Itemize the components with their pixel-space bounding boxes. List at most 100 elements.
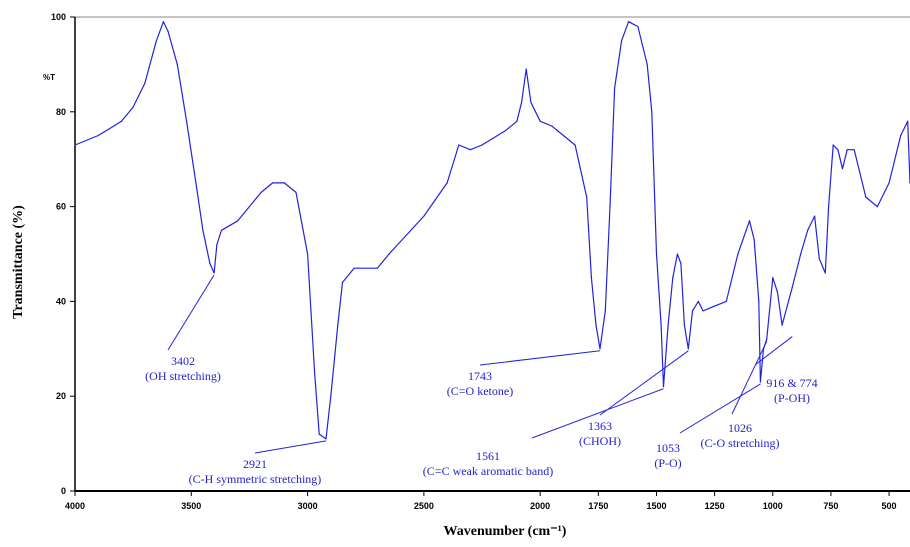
x-tick-label: 1500	[646, 501, 666, 511]
spectrum-point	[837, 149, 839, 151]
annotation-label: (C-O stretching)	[701, 436, 780, 450]
annotation-leader	[599, 350, 689, 416]
spectrum-point	[888, 182, 890, 184]
spectrum-point	[539, 120, 541, 122]
spectrum-point	[562, 134, 565, 137]
spectrum-point	[260, 191, 262, 193]
y-tick-label: 80	[56, 107, 66, 117]
x-axis-title: Wavenumber (cm⁻¹)	[444, 524, 567, 539]
spectrum-point	[306, 253, 309, 255]
spectrum-point	[341, 281, 344, 284]
spectrum-point	[272, 182, 274, 184]
x-tick-label: 3000	[298, 501, 318, 511]
annotation-label: (P-O)	[654, 456, 681, 470]
y-axis-title: Transmittance (%)	[11, 205, 26, 319]
spectrum-point	[144, 82, 146, 84]
spectrum-point	[516, 120, 518, 122]
spectrum-point	[376, 267, 378, 269]
spectrum-point	[772, 277, 774, 279]
spectrum-point	[781, 324, 783, 326]
spectrum-point	[525, 68, 527, 70]
spectrum-point	[687, 348, 689, 350]
spectrum-point	[691, 310, 694, 312]
annotation-leader	[754, 336, 793, 366]
annotation-label: 1561	[476, 449, 500, 463]
spectrum-point	[832, 144, 834, 146]
spectrum-point	[313, 371, 316, 374]
annotation-label: 1743	[468, 369, 492, 383]
y-tick-label: 100	[51, 12, 66, 22]
spectrum-point	[697, 300, 699, 302]
spectrum-point	[609, 206, 611, 208]
spectrum-point	[662, 386, 665, 388]
spectrum-point	[620, 40, 623, 42]
spectrum-point	[900, 134, 902, 137]
x-axis-title-text: Wavenumber (cm⁻¹)	[444, 524, 567, 539]
x-tick-label: 3500	[181, 501, 201, 511]
spectrum-point	[676, 253, 679, 255]
spectrum-point	[614, 87, 616, 89]
spectrum-point	[641, 44, 644, 47]
spectrum-point	[586, 196, 588, 198]
spectrum-point	[748, 220, 751, 222]
x-tick-label: 4000	[65, 501, 85, 511]
spectrum-point	[714, 305, 716, 307]
spectrum-point	[758, 300, 760, 302]
x-tick-label: 1000	[763, 501, 783, 511]
spectrum-point	[167, 30, 169, 32]
spectrum-point	[766, 338, 768, 340]
spectrum-point	[132, 106, 134, 108]
annotation-leader	[531, 388, 664, 439]
spectrum-point	[590, 277, 592, 279]
spectrum-point	[209, 262, 211, 265]
spectrum-point	[753, 239, 755, 241]
spectrum-point	[325, 438, 327, 440]
spectrum-point	[337, 324, 339, 326]
annotation-label: 916 & 774	[766, 376, 817, 390]
spectrum-point	[841, 168, 844, 170]
spectrum-point	[551, 125, 553, 127]
spectrum-point	[97, 134, 99, 137]
spectrum-point	[627, 21, 630, 23]
spectrum-point	[827, 206, 830, 208]
y-tick-label: 60	[56, 202, 66, 212]
spectrum-point	[791, 286, 793, 288]
spectrum-point	[814, 215, 816, 217]
spectrum-point	[683, 324, 685, 326]
annotation-leader	[679, 383, 761, 434]
spectrum-point	[651, 111, 653, 113]
x-tick-label: 2500	[414, 501, 434, 511]
spectrum-point	[220, 229, 223, 231]
spectrum-point	[637, 25, 639, 28]
annotation-label: 2921	[243, 457, 267, 471]
spectrum-point	[853, 149, 855, 151]
spectrum-point	[604, 310, 606, 312]
spectrum-point	[646, 63, 648, 65]
spectrum-point	[595, 324, 597, 326]
spectrum-point	[74, 144, 76, 146]
spectrum-point	[295, 191, 297, 193]
spectrum-point	[824, 272, 826, 274]
spectrum-point	[776, 291, 779, 293]
spectrum-point	[759, 381, 762, 383]
unit-label: %T	[43, 73, 55, 82]
spectrum-point	[865, 196, 867, 198]
spectrum-point	[599, 348, 601, 350]
spectrum-point	[176, 63, 178, 65]
spectrum-point	[702, 310, 704, 312]
spectrum-point	[423, 215, 425, 217]
spectrum-point	[202, 229, 204, 231]
spectrum-point	[481, 144, 483, 146]
spectrum-point	[186, 120, 188, 122]
x-tick-label: 500	[882, 501, 897, 511]
spectrum-point	[213, 272, 215, 274]
y-tick-label: 40	[56, 296, 66, 306]
spectrum-point	[667, 324, 669, 326]
spectrum-point	[737, 253, 739, 255]
spectrum-point	[458, 144, 460, 146]
spectrum-point	[216, 243, 218, 246]
spectrum-point	[800, 253, 802, 255]
spectrum-point	[195, 182, 197, 184]
annotation-leader	[167, 274, 215, 351]
